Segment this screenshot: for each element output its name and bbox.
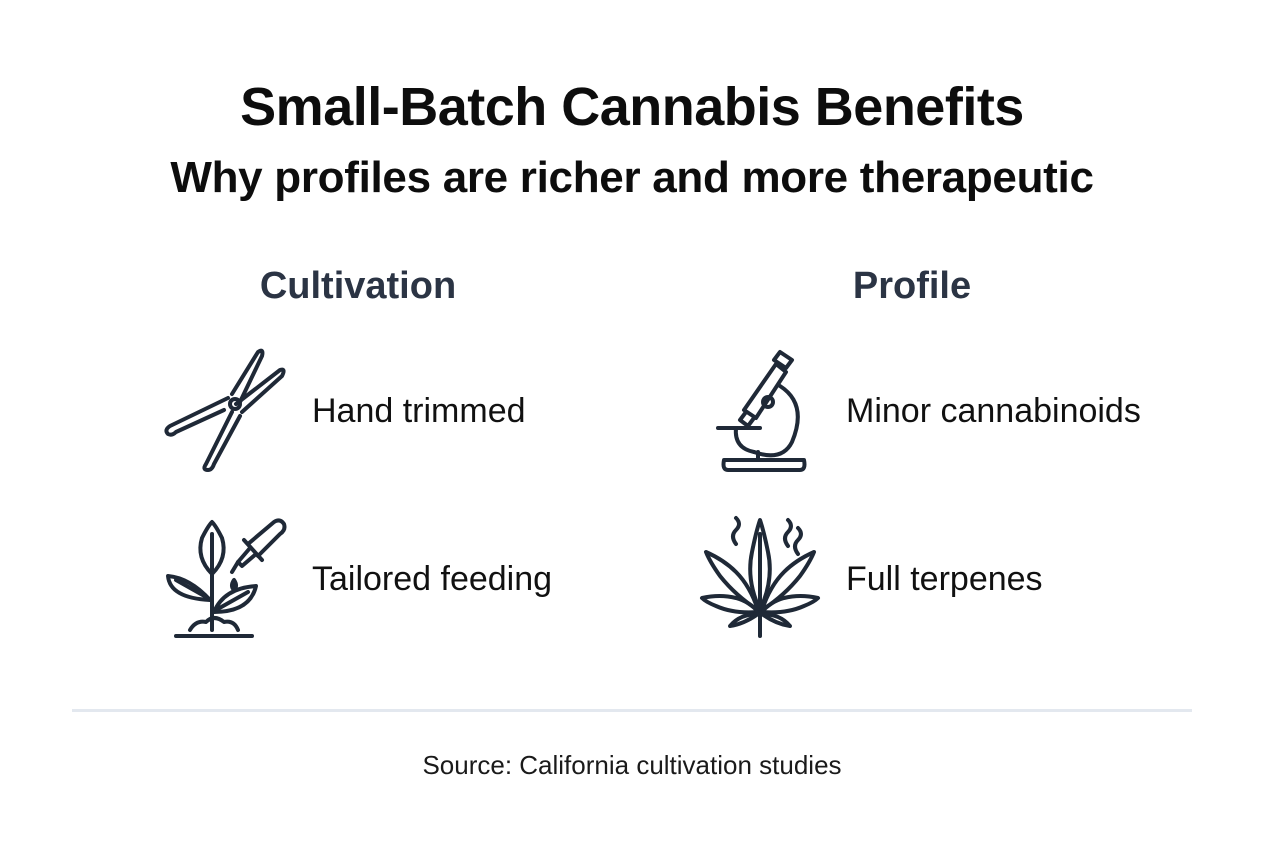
item-label: Minor cannabinoids <box>846 392 1141 430</box>
page-title: Small-Batch Cannabis Benefits <box>240 77 1024 137</box>
column-heading-cultivation: Cultivation <box>259 265 457 307</box>
item-label: Hand trimmed <box>312 392 526 430</box>
sprout-dropper-icon <box>162 514 292 644</box>
cannabis-leaf-aroma-icon <box>696 514 826 644</box>
column-heading-profile: Profile <box>852 265 972 307</box>
pruning-shears-icon <box>162 346 292 476</box>
divider <box>72 709 1192 712</box>
source-note: Source: California cultivation studies <box>422 750 842 780</box>
microscope-icon <box>696 346 826 476</box>
page-subtitle: Why profiles are richer and more therape… <box>170 153 1094 202</box>
item-label: Full terpenes <box>846 560 1043 598</box>
item-label: Tailored feeding <box>312 560 553 598</box>
